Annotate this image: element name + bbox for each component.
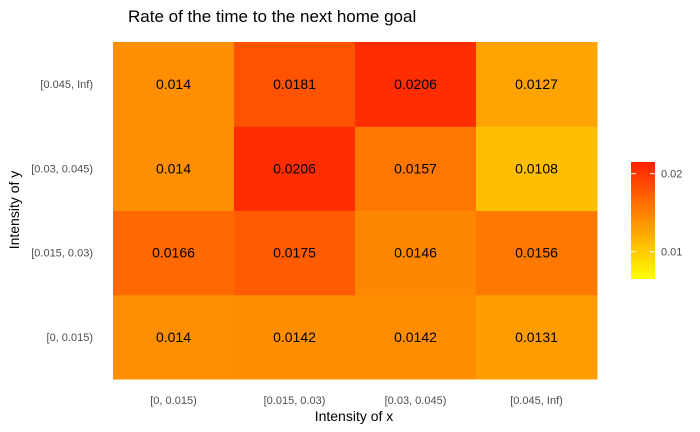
heatmap-cell <box>234 42 356 127</box>
heatmap-cell <box>476 42 598 127</box>
cell-value-label: 0.0108 <box>515 160 558 176</box>
heatmap-cell <box>355 210 477 296</box>
cell-value-label: 0.0156 <box>515 245 558 261</box>
cell-value-label: 0.014 <box>156 76 191 92</box>
cell-value-label: 0.0127 <box>515 76 558 92</box>
heatmap-cell <box>113 210 235 296</box>
heatmap-cell <box>234 294 356 380</box>
heatmap-cell <box>113 42 235 127</box>
x-tick-label: [0, 0.015) <box>150 395 196 407</box>
x-tick-label: [0.015, 0.03) <box>264 395 326 407</box>
y-axis-ticks: [0, 0.015) [0.015, 0.03) [0.03, 0.045) [0.0… <box>31 79 93 344</box>
color-legend: 0.01 0.02 <box>631 162 682 279</box>
legend-colorbar <box>631 162 655 279</box>
cell-value-label: 0.0142 <box>394 329 437 345</box>
heatmap-cell <box>355 294 477 380</box>
x-axis-ticks: [0, 0.015) [0.015, 0.03) [0.03, 0.045) [0.0… <box>150 395 563 407</box>
cell-value-label: 0.0157 <box>394 160 437 176</box>
y-tick-label: [0.03, 0.045) <box>31 163 93 175</box>
x-axis-title: Intensity of x <box>315 408 394 424</box>
cell-value-label: 0.0175 <box>273 245 316 261</box>
cell-value-label: 0.0142 <box>273 329 316 345</box>
y-axis-title: Intensity of y <box>6 171 22 250</box>
legend-tick-label: 0.01 <box>661 247 682 259</box>
y-tick-label: [0.045, Inf) <box>40 79 93 91</box>
cell-value-label: 0.0146 <box>394 245 437 261</box>
heatmap-cell <box>476 126 598 211</box>
heatmap-cell-labels: 0.014 0.0142 0.0142 0.0131 0.0166 0.0175 0.014… <box>152 76 558 345</box>
cell-value-label: 0.0166 <box>152 245 195 261</box>
legend-tick-label: 0.02 <box>661 169 682 181</box>
x-tick-label: [0.03, 0.045) <box>385 395 447 407</box>
y-tick-label: [0.015, 0.03) <box>31 248 93 260</box>
cell-value-label: 0.0206 <box>394 76 437 92</box>
heatmap-cell <box>113 126 235 211</box>
x-tick-label: [0.045, Inf) <box>510 395 563 407</box>
chart-title: Rate of the time to the next home goal <box>128 7 416 26</box>
cell-value-label: 0.0131 <box>515 329 558 345</box>
cell-value-label: 0.014 <box>156 160 191 176</box>
heatmap-cell <box>355 42 477 127</box>
heatmap-cell <box>113 294 235 380</box>
cell-value-label: 0.0206 <box>273 160 316 176</box>
heatmap-cell <box>355 126 477 211</box>
cell-value-label: 0.0181 <box>273 76 316 92</box>
heatmap-cell <box>476 210 598 296</box>
heatmap-cell <box>234 210 356 296</box>
cell-value-label: 0.014 <box>156 329 191 345</box>
y-tick-label: [0, 0.015) <box>47 332 93 344</box>
heatmap-cell <box>234 126 356 211</box>
heatmap-cells <box>113 42 598 380</box>
heatmap-cell <box>476 294 598 380</box>
